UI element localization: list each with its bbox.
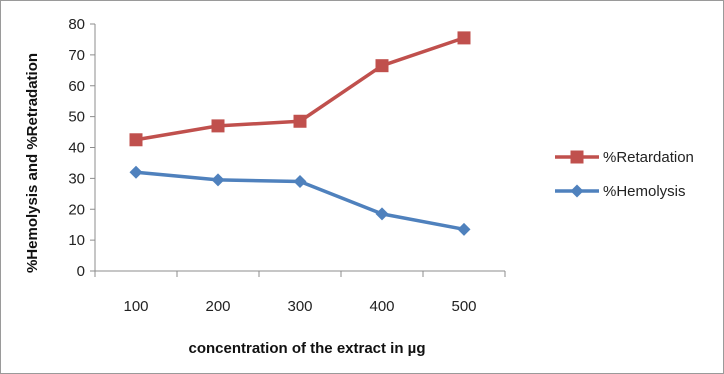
y-tick-label: 10 bbox=[68, 232, 85, 249]
x-tick-label: 500 bbox=[451, 298, 476, 315]
retardation-data-point bbox=[211, 119, 225, 133]
series-retardation bbox=[129, 31, 471, 147]
hemolysis-data-point bbox=[457, 222, 471, 236]
y-axis: 0 10 20 30 40 50 60 70 80 bbox=[68, 16, 96, 280]
x-tick-label: 400 bbox=[369, 298, 394, 315]
series-layer bbox=[129, 31, 471, 236]
y-tick-label: 30 bbox=[68, 170, 85, 187]
legend-item-hemolysis: %Hemolysis bbox=[555, 183, 686, 200]
legend-label: %Hemolysis bbox=[603, 183, 686, 200]
y-tick-label: 60 bbox=[68, 78, 85, 95]
y-tick-label: 40 bbox=[68, 140, 85, 157]
x-tick-label: 300 bbox=[287, 298, 312, 315]
retardation-data-point bbox=[375, 59, 389, 73]
hemolysis-data-point bbox=[211, 173, 225, 187]
x-axis: 100 200 300 400 500 bbox=[94, 270, 506, 315]
series-hemolysis bbox=[129, 165, 471, 236]
y-tick-label: 70 bbox=[68, 47, 85, 64]
y-axis-title: %Hemolysis and %Retradation bbox=[24, 53, 41, 273]
y-tick-label: 50 bbox=[68, 109, 85, 126]
retardation-data-point bbox=[457, 31, 471, 45]
y-tick-label: 0 bbox=[77, 263, 85, 280]
legend-marker bbox=[570, 150, 584, 164]
x-tick-label: 100 bbox=[123, 298, 148, 315]
hemolysis-data-point bbox=[129, 165, 143, 179]
legend-marker bbox=[570, 184, 584, 198]
x-tick-label: 200 bbox=[205, 298, 230, 315]
y-tick-label: 20 bbox=[68, 201, 85, 218]
hemolysis-data-point bbox=[375, 207, 389, 221]
legend-item-retardation: %Retardation bbox=[555, 149, 694, 166]
x-axis-title: concentration of the extract in µg bbox=[188, 340, 425, 357]
legend-label: %Retardation bbox=[603, 149, 694, 166]
legend: %Retardation %Hemolysis bbox=[555, 149, 694, 200]
retardation-data-point bbox=[293, 114, 307, 128]
hemolysis-data-point bbox=[293, 174, 307, 188]
retardation-data-point bbox=[129, 133, 143, 147]
y-tick-label: 80 bbox=[68, 16, 85, 33]
